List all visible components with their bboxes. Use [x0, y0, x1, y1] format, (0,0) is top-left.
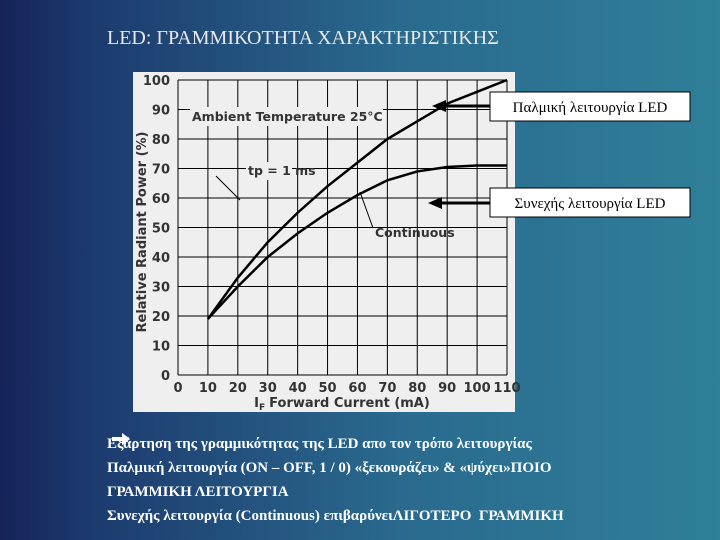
x-tick-label: 50 — [318, 381, 336, 396]
x-tick-label: 10 — [199, 381, 217, 396]
y-tick-label: 70 — [152, 163, 170, 178]
x-label-symbol: I — [254, 396, 259, 411]
x-label-text: Forward Current (mA) — [269, 396, 430, 411]
y-tick-label: 0 — [161, 369, 170, 384]
callout-box — [489, 187, 691, 218]
x-tick-label: 80 — [408, 381, 426, 396]
x-tick-label: 110 — [493, 381, 520, 396]
callout: Συνεχής λειτουργία LED — [515, 196, 666, 212]
y-tick-label: 30 — [152, 281, 170, 296]
x-tick-label: 100 — [464, 381, 491, 396]
x-tick-label: 0 — [173, 381, 182, 396]
y-tick-label: 50 — [152, 222, 170, 237]
series-line — [206, 164, 507, 320]
callout: Παλμική λειτουργία LED — [513, 100, 668, 116]
callout-box — [489, 91, 691, 122]
arrow-icon — [112, 433, 130, 445]
note-text: ΠΟΙΟ — [510, 460, 552, 476]
note-line: Εξάρτηση της γραμμικότητας της LED απο τ… — [107, 432, 707, 456]
x-tick-label: 40 — [289, 381, 307, 396]
x-tick-label: 20 — [229, 381, 247, 396]
y-tick-label: 60 — [152, 192, 170, 207]
x-tick-label: 70 — [378, 381, 396, 396]
leader-line — [215, 175, 241, 201]
note-line: Παλμική λειτουργία (ON – OFF, 1 / 0) «ξε… — [107, 433, 707, 480]
y-tick-label: 40 — [152, 251, 170, 266]
annotation-box — [190, 107, 383, 126]
y-tick-label: 80 — [152, 133, 170, 148]
note-line: ΓΡΑΜΜΙΚΗ ΛΕΙΤΟΥΡΓΙΑ — [107, 480, 707, 504]
note-text: Συνεχής λειτουργία (Continuous) επιβαρύν… — [107, 508, 393, 524]
y-tick-label: 20 — [152, 310, 170, 325]
notes: Εξάρτηση της γραμμικότητας της LED απο τ… — [107, 432, 707, 528]
note-text: Παλμική λειτουργία (ON – OFF, 1 / 0) «ξε… — [107, 460, 511, 476]
series-line — [206, 78, 508, 320]
x-tick-label: 60 — [348, 381, 366, 396]
chart-image — [133, 72, 515, 412]
callout-arrowhead — [432, 100, 446, 112]
x-tick-label: 30 — [259, 381, 277, 396]
label-box — [246, 162, 292, 180]
note-line: Συνεχής λειτουργία (Continuous) επιβαρύν… — [107, 433, 707, 528]
y-tick-label: 100 — [143, 74, 170, 89]
leader-line — [359, 191, 374, 229]
y-tick-label: 90 — [152, 104, 170, 119]
note-text: ΛΙΓΟΤΕΡΟ ΓΡΑΜΜΙΚΗ — [392, 508, 564, 524]
y-tick-label: 10 — [152, 340, 170, 355]
callout-arrowhead — [428, 197, 442, 209]
series-label: tp = 1 ms — [248, 163, 316, 178]
y-axis-label: Relative Radiant Power (%) — [135, 132, 150, 333]
slide-title: LED: ΓΡΑΜΜΙΚΟΤΗΤΑ ΧΑΡΑΚΤΗΡΙΣΤΙΚΗΣ — [107, 27, 499, 49]
annotation: Ambient Temperature 25°C — [192, 109, 383, 124]
x-tick-label: 90 — [438, 381, 456, 396]
x-axis-label: IF Forward Current (mA) — [254, 396, 430, 413]
x-label-subscript: F — [259, 403, 265, 413]
series-label: Continuous — [375, 225, 455, 240]
note-text: ΓΡΑΜΜΙΚΗ ΛΕΙΤΟΥΡΓΙΑ — [107, 484, 289, 500]
note-text: Εξάρτηση της γραμμικότητας της LED απο τ… — [107, 436, 532, 452]
